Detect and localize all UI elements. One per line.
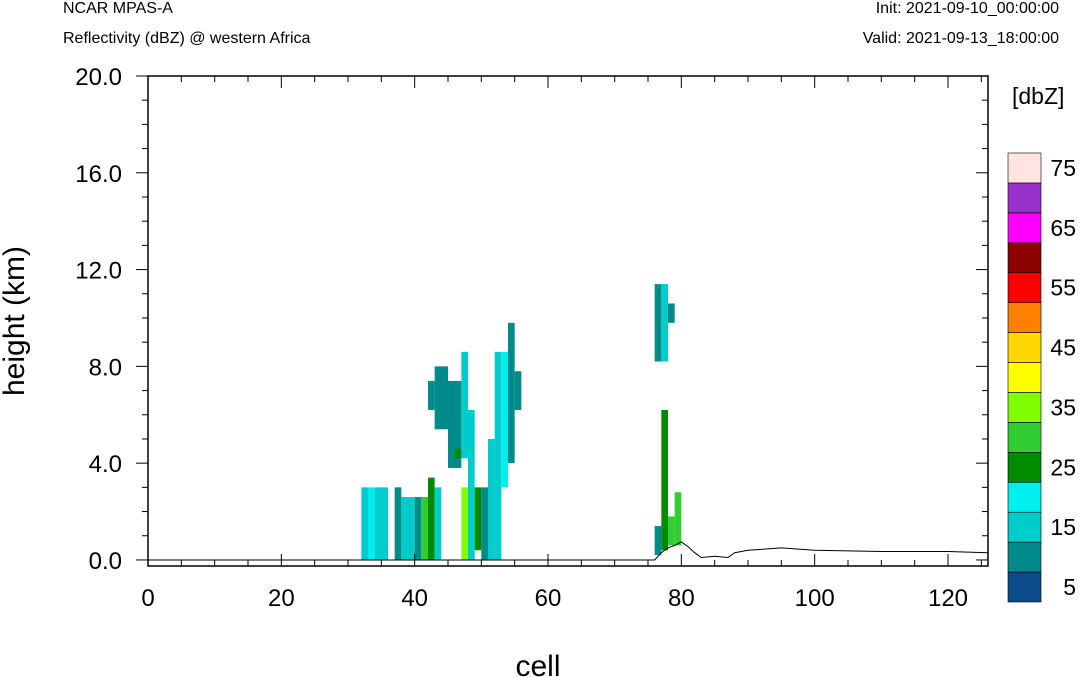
y-tick-label: 16.0 <box>75 161 122 188</box>
reflectivity-cell <box>461 351 468 459</box>
reflectivity-cell <box>668 303 675 323</box>
plot-frame <box>147 75 989 567</box>
x-tick-label: 40 <box>401 585 428 612</box>
reflectivity-cell <box>654 284 662 362</box>
x-tick-label: 100 <box>795 585 835 612</box>
reflectivity-cell <box>468 409 475 560</box>
reflectivity-cell <box>474 487 482 551</box>
colorbar-swatch <box>1007 511 1042 543</box>
x-tick-label: 0 <box>141 585 154 612</box>
colorbar-label: 5 <box>1063 574 1076 600</box>
y-axis-title: height (km) <box>0 246 31 396</box>
colorbar-swatch <box>1007 212 1042 244</box>
colorbar-swatch <box>1007 452 1042 483</box>
reflectivity-cell <box>661 409 668 551</box>
reflectivity-cell <box>401 497 408 560</box>
colorbar-label: 75 <box>1050 155 1076 181</box>
valid-time: Valid: 2021-09-13_18:00:00 <box>862 30 1059 47</box>
colorbar-swatch <box>1007 242 1042 274</box>
colorbar-swatch <box>1007 422 1042 453</box>
reflectivity-cell <box>661 284 668 362</box>
y-tick-label: 0.0 <box>89 548 122 575</box>
colorbar-swatch <box>1007 272 1042 303</box>
reflectivity-cell <box>361 487 368 560</box>
reflectivity-cell <box>654 526 662 556</box>
reflectivity-cell <box>434 366 448 430</box>
colorbar-swatch <box>1007 571 1042 603</box>
reflectivity-cell <box>494 351 502 560</box>
colorbar-swatch <box>1007 541 1042 573</box>
colorbar-swatch <box>1007 302 1042 333</box>
colorbar-label: 25 <box>1050 454 1076 480</box>
y-tick-label: 4.0 <box>89 451 122 478</box>
reflectivity-cell <box>461 487 468 560</box>
reflectivity-cell <box>454 448 462 459</box>
terrain-line <box>148 541 989 561</box>
colorbar-swatch <box>1007 332 1042 363</box>
reflectivity-cell <box>514 371 522 410</box>
colorbar-swatch <box>1007 481 1042 513</box>
x-axis-title: cell <box>515 650 560 677</box>
reflectivity-cell <box>508 322 515 464</box>
reflectivity-cell <box>674 492 682 546</box>
colorbar-title: [dbZ] <box>1012 83 1064 109</box>
reflectivity-cell <box>421 497 428 560</box>
colorbar-label: 15 <box>1050 514 1076 540</box>
colorbar-swatch <box>1007 392 1042 423</box>
reflectivity-cell <box>481 487 488 560</box>
field-description: Reflectivity (dBZ) @ western Africa <box>63 30 311 47</box>
colorbar-label: 65 <box>1050 215 1076 241</box>
reflectivity-cell <box>408 497 415 560</box>
colorbar-label: 45 <box>1050 335 1076 361</box>
reflectivity-cell <box>668 516 675 546</box>
colorbar-swatch <box>1007 152 1042 184</box>
y-tick-label: 12.0 <box>75 258 122 285</box>
reflectivity-cell <box>488 438 495 560</box>
y-tick-label: 8.0 <box>89 354 122 381</box>
reflectivity-cell <box>434 487 442 560</box>
y-tick-label: 20.0 <box>75 64 122 91</box>
colorbar-label: 55 <box>1050 275 1076 301</box>
reflectivity-cell <box>428 380 435 410</box>
colorbar-label: 35 <box>1050 394 1076 420</box>
x-tick-label: 120 <box>928 585 968 612</box>
reflectivity-cell <box>448 380 462 468</box>
colorbar-swatch <box>1007 362 1042 393</box>
reflectivity-cell <box>394 487 402 560</box>
model-name: NCAR MPAS-A <box>63 0 173 17</box>
init-time: Init: 2021-09-10_00:00:00 <box>875 0 1059 17</box>
reflectivity-cell <box>368 487 375 560</box>
x-tick-label: 80 <box>668 585 695 612</box>
colorbar-swatch <box>1007 182 1042 214</box>
reflectivity-cell <box>428 477 435 560</box>
x-tick-label: 60 <box>535 585 562 612</box>
x-tick-label: 20 <box>268 585 295 612</box>
reflectivity-cell <box>501 351 508 488</box>
reflectivity-cell <box>374 487 388 560</box>
reflectivity-cell <box>414 497 422 560</box>
